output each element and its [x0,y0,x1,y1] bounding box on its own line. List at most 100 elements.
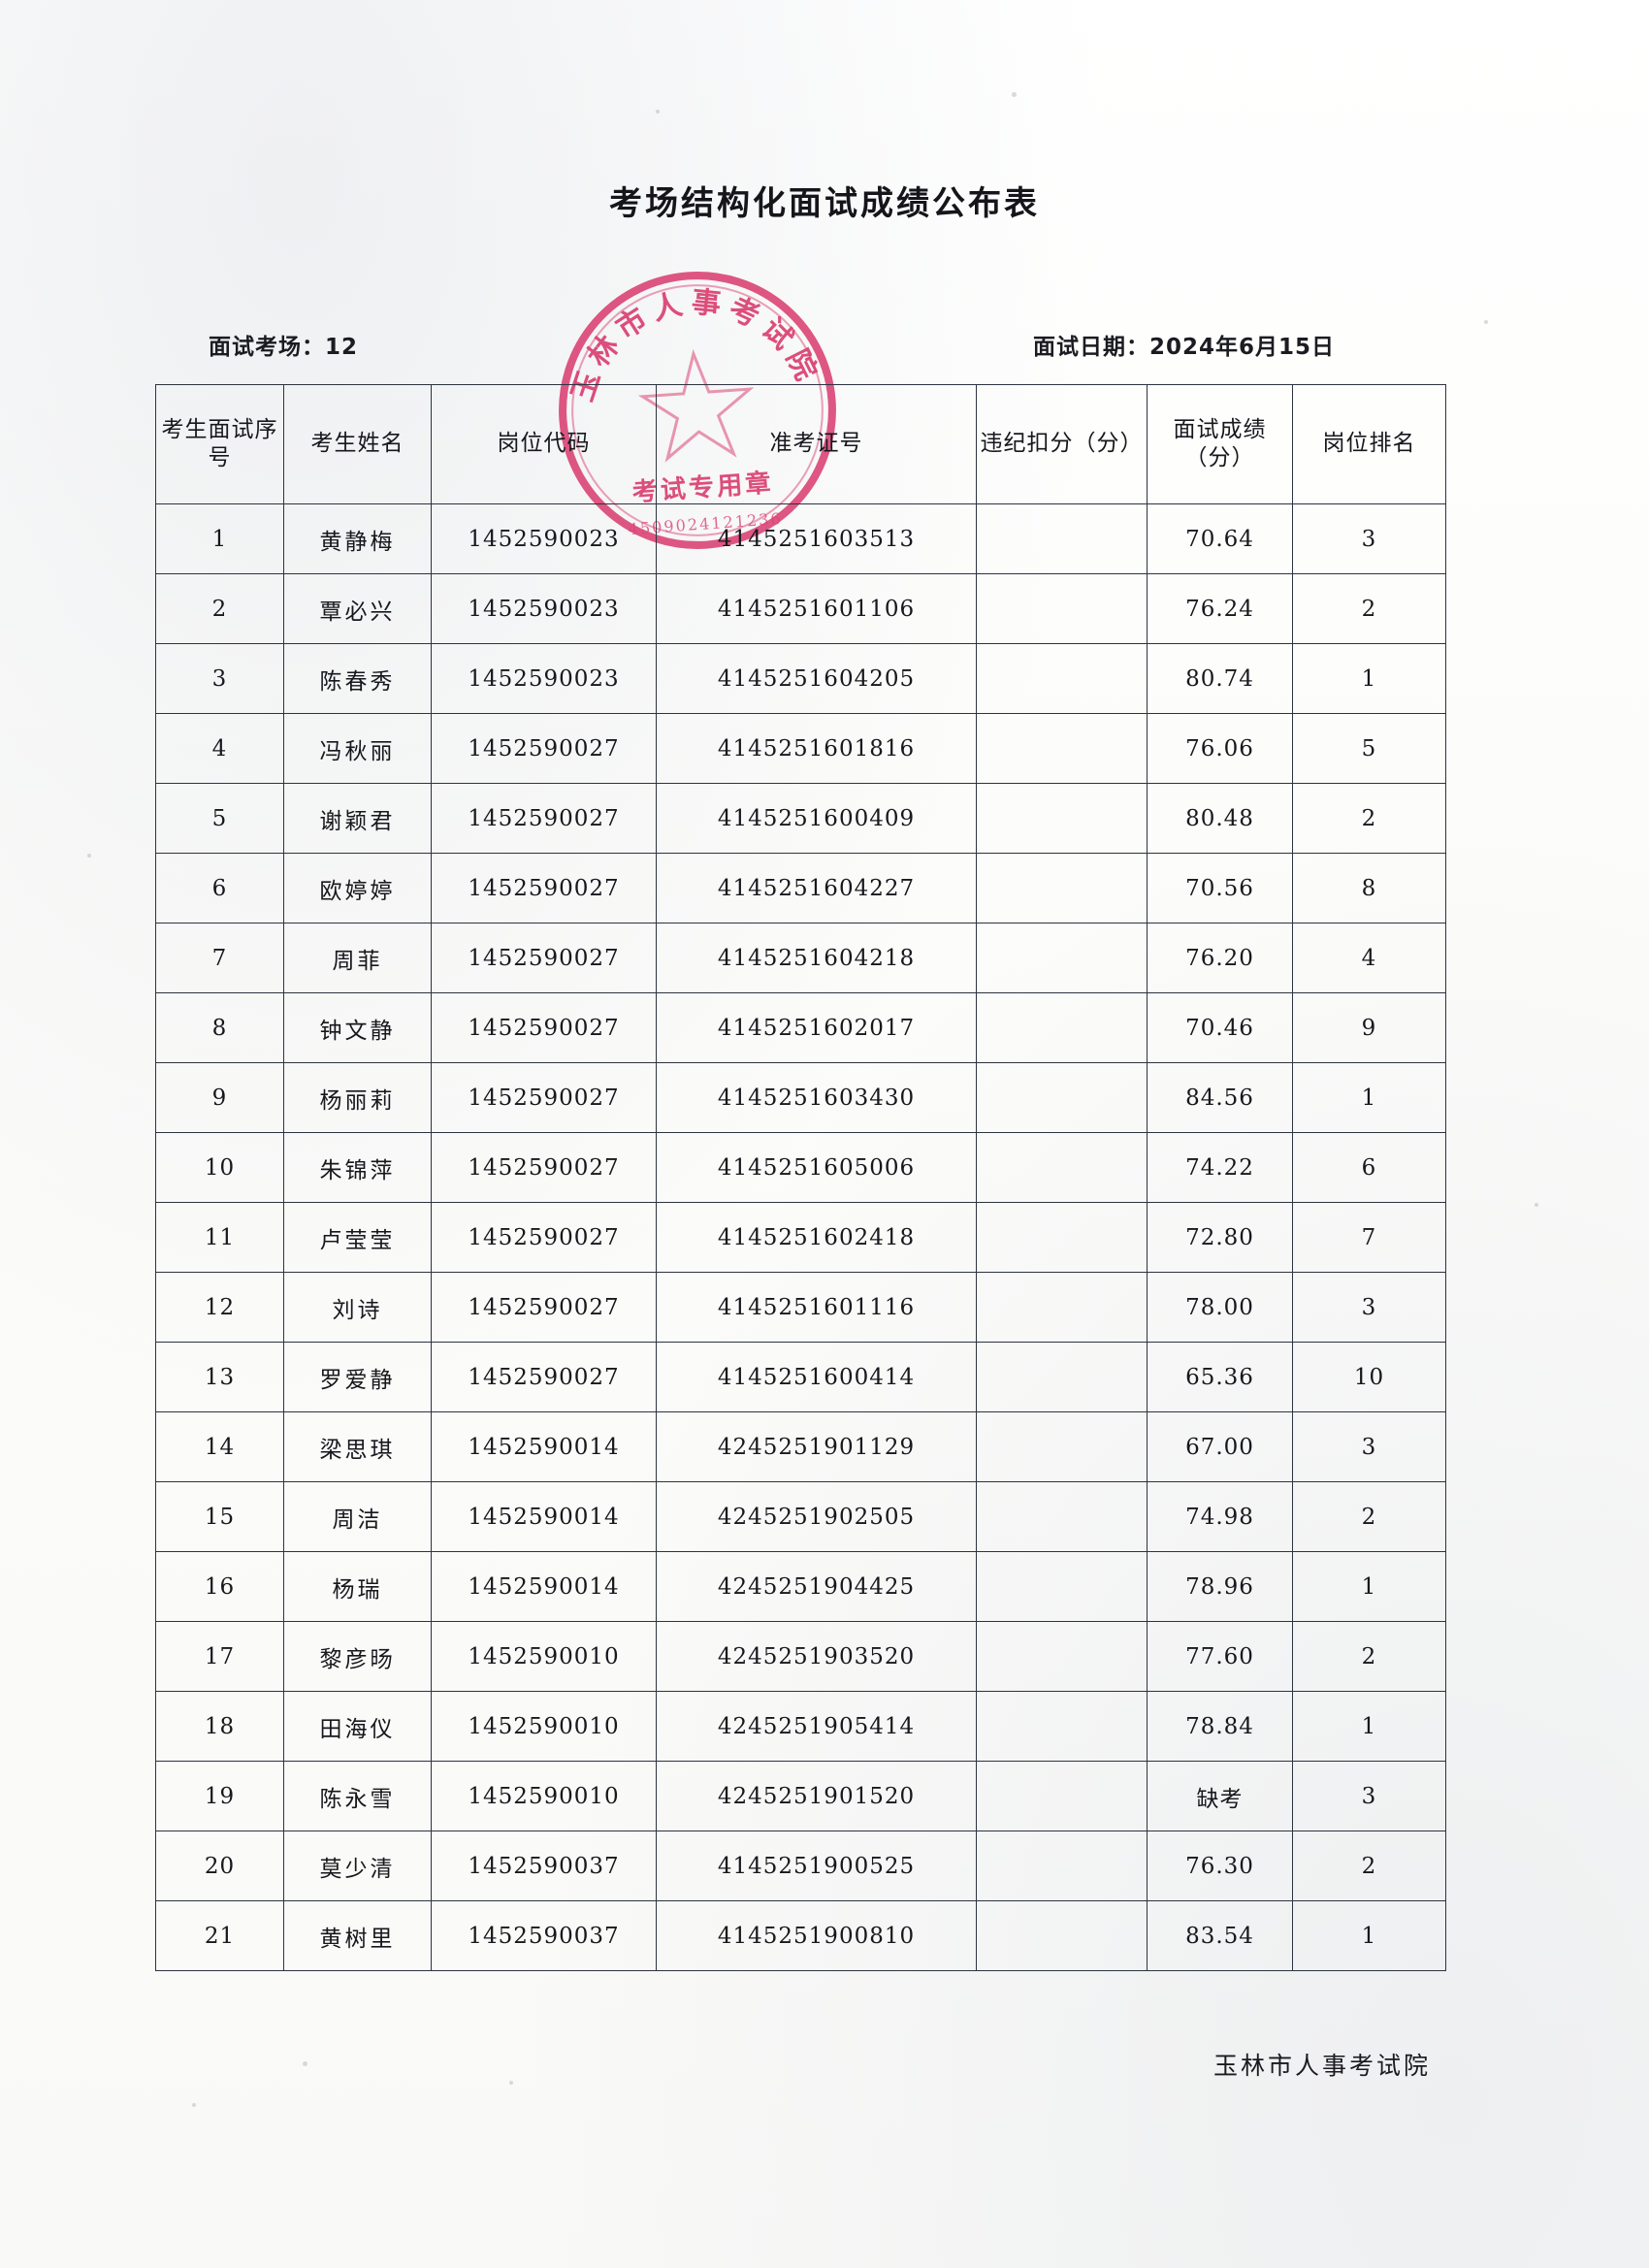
cell-seq: 13 [155,1342,284,1412]
cell-deduction [976,992,1148,1063]
cell-name: 黄树里 [283,1900,432,1971]
cell-score: 74.22 [1147,1132,1293,1203]
cell-deduction [976,1342,1148,1412]
cell-seq: 15 [155,1481,284,1552]
cell-score: 76.30 [1147,1831,1293,1901]
table-row: 20 莫少清 1452590037 4145251900525 76.30 2 [155,1831,1446,1901]
table-row: 19 陈永雪 1452590010 4245251901520 缺考 3 [155,1761,1446,1831]
cell-post-code: 1452590027 [431,992,657,1063]
cell-rank: 1 [1292,1551,1446,1622]
cell-seq: 8 [155,992,284,1063]
cell-score: 70.46 [1147,992,1293,1063]
table-row: 14 梁思琪 1452590014 4245251901129 67.00 3 [155,1411,1446,1482]
cell-rank: 1 [1292,643,1446,714]
cell-admit-no: 4145251600409 [656,783,977,854]
cell-deduction [976,1831,1148,1901]
scan-speck [87,854,91,858]
cell-admit-no: 4145251603430 [656,1062,977,1133]
cell-name: 黄静梅 [283,503,432,574]
cell-post-code: 1452590010 [431,1691,657,1762]
cell-score: 70.64 [1147,503,1293,574]
cell-name: 覃必兴 [283,573,432,644]
cell-deduction [976,503,1148,574]
cell-rank: 6 [1292,1132,1446,1203]
cell-seq: 19 [155,1761,284,1831]
cell-post-code: 1452590027 [431,783,657,854]
cell-rank: 3 [1292,1272,1446,1343]
table-row: 11 卢莹莹 1452590027 4145251602418 72.80 7 [155,1202,1446,1273]
table-row: 5 谢颖君 1452590027 4145251600409 80.48 2 [155,783,1446,854]
cell-admit-no: 4145251604218 [656,923,977,993]
cell-deduction [976,1621,1148,1692]
cell-post-code: 1452590027 [431,713,657,784]
table-row: 8 钟文静 1452590027 4145251602017 70.46 9 [155,992,1446,1063]
cell-admit-no: 4145251604227 [656,853,977,923]
cell-deduction [976,643,1148,714]
cell-seq: 21 [155,1900,284,1971]
cell-deduction [976,923,1148,993]
cell-name: 周菲 [283,923,432,993]
cell-admit-no: 4145251602418 [656,1202,977,1273]
cell-seq: 1 [155,503,284,574]
table-row: 21 黄树里 1452590037 4145251900810 83.54 1 [155,1900,1446,1971]
cell-rank: 3 [1292,503,1446,574]
meta-row: 面试考场：12 面试日期：2024年6月15日 [209,328,1450,365]
cell-rank: 1 [1292,1900,1446,1971]
cell-name: 卢莹莹 [283,1202,432,1273]
table-row: 17 黎彦旸 1452590010 4245251903520 77.60 2 [155,1621,1446,1692]
table-row: 12 刘诗 1452590027 4145251601116 78.00 3 [155,1272,1446,1343]
cell-seq: 2 [155,573,284,644]
cell-post-code: 1452590027 [431,923,657,993]
cell-deduction [976,1062,1148,1133]
cell-admit-no: 4245251905414 [656,1691,977,1762]
cell-deduction [976,1761,1148,1831]
cell-admit-no: 4145251601106 [656,573,977,644]
cell-deduction [976,573,1148,644]
cell-name: 周洁 [283,1481,432,1552]
cell-score: 76.06 [1147,713,1293,784]
cell-deduction [976,1202,1148,1273]
cell-post-code: 1452590027 [431,1272,657,1343]
cell-rank: 4 [1292,923,1446,993]
cell-post-code: 1452590014 [431,1551,657,1622]
cell-deduction [976,1411,1148,1482]
table-row: 16 杨瑞 1452590014 4245251904425 78.96 1 [155,1551,1446,1622]
cell-rank: 3 [1292,1761,1446,1831]
exam-date-label: 面试日期：2024年6月15日 [1033,335,1336,360]
column-header-rank: 岗位排名 [1292,384,1446,504]
column-header-post-code: 岗位代码 [431,384,657,504]
cell-rank: 2 [1292,1621,1446,1692]
cell-seq: 3 [155,643,284,714]
cell-score: 78.96 [1147,1551,1293,1622]
cell-admit-no: 4145251602017 [656,992,977,1063]
cell-name: 田海仪 [283,1691,432,1762]
table-body: 1 黄静梅 1452590023 4145251603513 70.64 3 2 覃必兴 145… [155,503,1446,1971]
scan-speck [192,2103,196,2107]
cell-score: 84.56 [1147,1062,1293,1133]
cell-score: 72.80 [1147,1202,1293,1273]
cell-name: 杨瑞 [283,1551,432,1622]
cell-admit-no: 4145251900810 [656,1900,977,1971]
cell-admit-no: 4245251901129 [656,1411,977,1482]
table-row: 7 周菲 1452590027 4145251604218 76.20 4 [155,923,1446,993]
cell-admit-no: 4145251604205 [656,643,977,714]
cell-deduction [976,713,1148,784]
table-header: 考生面试序号 考生姓名 岗位代码 准考证号 违纪扣分（分） 面试成绩（分） 岗位… [155,384,1446,504]
cell-post-code: 1452590010 [431,1761,657,1831]
cell-name: 欧婷婷 [283,853,432,923]
cell-rank: 9 [1292,992,1446,1063]
cell-score: 76.24 [1147,573,1293,644]
cell-seq: 9 [155,1062,284,1133]
cell-seq: 17 [155,1621,284,1692]
cell-deduction [976,1272,1148,1343]
cell-post-code: 1452590014 [431,1481,657,1552]
table-row: 1 黄静梅 1452590023 4145251603513 70.64 3 [155,503,1446,574]
cell-seq: 14 [155,1411,284,1482]
cell-admit-no: 4145251601816 [656,713,977,784]
cell-rank: 3 [1292,1411,1446,1482]
cell-name: 刘诗 [283,1272,432,1343]
cell-score: 80.74 [1147,643,1293,714]
cell-admit-no: 4245251903520 [656,1621,977,1692]
cell-score: 76.20 [1147,923,1293,993]
